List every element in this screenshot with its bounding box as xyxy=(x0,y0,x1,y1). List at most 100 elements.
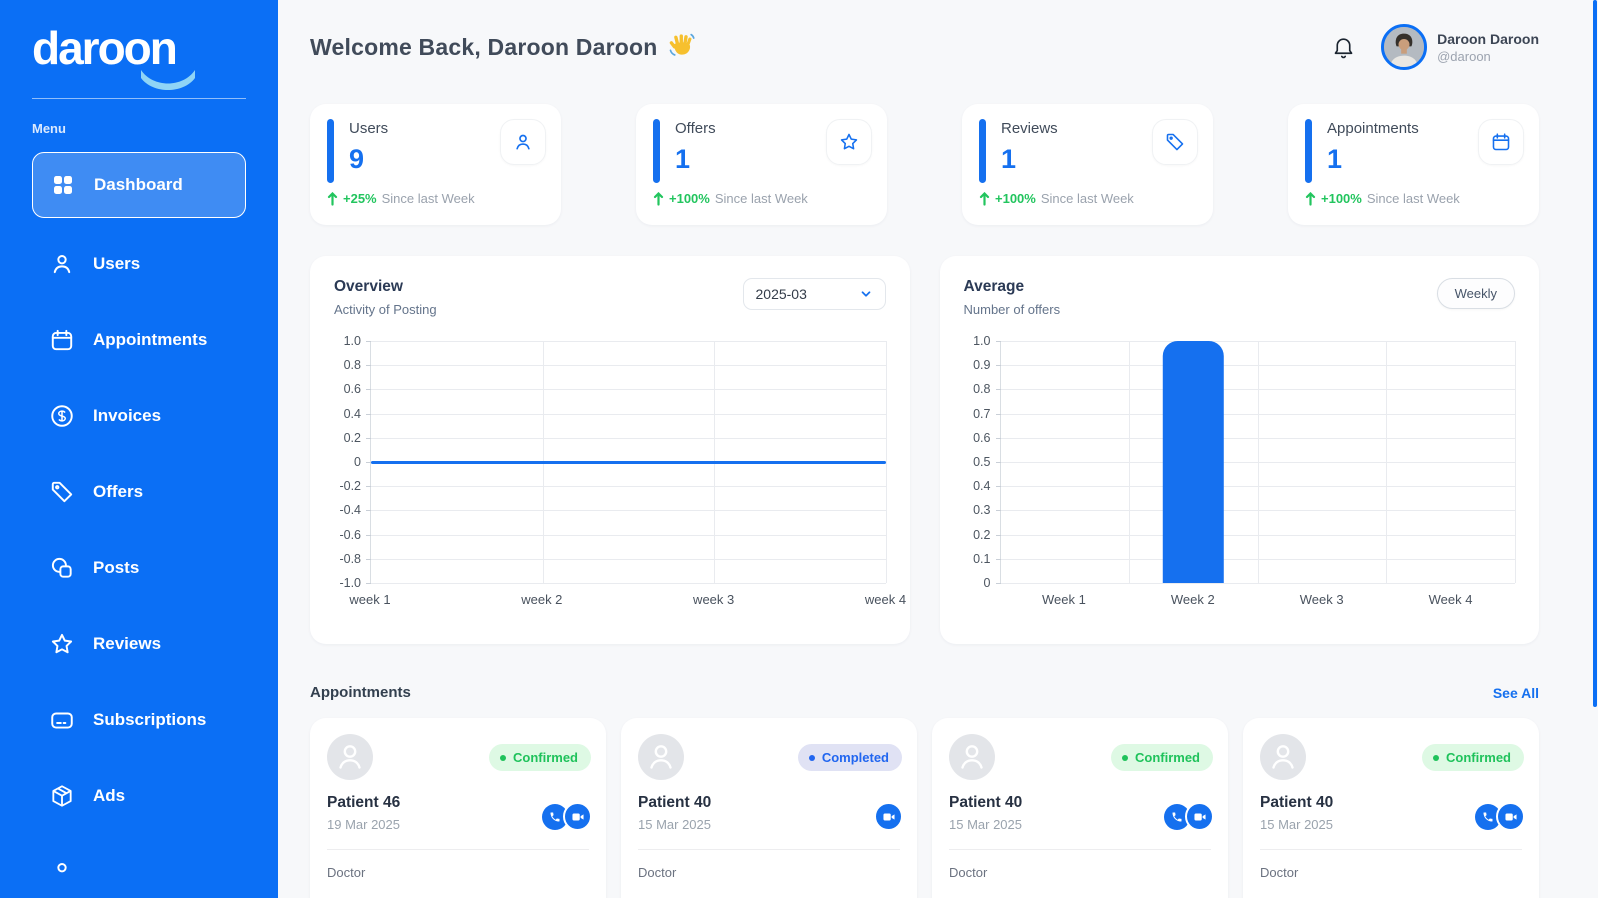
posts-copy-icon xyxy=(49,555,75,581)
y-tick-mark xyxy=(995,389,1001,391)
y-tick-mark xyxy=(366,510,371,512)
chart-subtitle: Activity of Posting xyxy=(334,302,437,317)
line-series-activity[interactable] xyxy=(371,460,886,464)
see-all-link[interactable]: See All xyxy=(1492,684,1539,701)
stat-card-reviews: Reviews 1 +100% Since last Week xyxy=(962,104,1213,225)
sidebar-item-users[interactable]: Users xyxy=(32,244,246,284)
package-icon xyxy=(49,783,75,809)
stat-card-appointments: Appointments 1 +100% Since last Week xyxy=(1288,104,1539,225)
v-gridline xyxy=(885,341,887,583)
card-divider xyxy=(327,849,589,850)
scrollbar[interactable] xyxy=(1593,0,1597,707)
patient-avatar xyxy=(949,734,995,780)
y-tick-label: 0 xyxy=(983,576,991,590)
video-call-button[interactable] xyxy=(1185,802,1214,831)
overview-chart-card: Overview Activity of Posting 2025-03 1.0… xyxy=(310,256,910,644)
video-call-button[interactable] xyxy=(563,802,592,831)
plot-area xyxy=(366,341,887,584)
appointments-title: Appointments xyxy=(310,684,411,701)
avatar xyxy=(1381,24,1428,70)
v-gridline xyxy=(1515,341,1516,583)
sidebar-item-dashboard[interactable]: Dashboard xyxy=(32,152,246,219)
sidebar-item-partial[interactable] xyxy=(32,852,246,892)
y-tick-label: 0.6 xyxy=(973,430,991,445)
profile-text: Daroon Daroon @daroon xyxy=(1437,31,1539,64)
stat-title: Offers xyxy=(675,120,716,137)
video-call-button[interactable] xyxy=(874,802,903,831)
month-select-dropdown[interactable]: 2025-03 xyxy=(742,278,886,310)
profile[interactable]: Daroon Daroon @daroon xyxy=(1381,24,1539,70)
h-gridline xyxy=(371,389,886,391)
h-gridline xyxy=(1000,583,1515,584)
v-gridline xyxy=(1257,341,1259,583)
chart-title: Overview xyxy=(334,278,403,295)
dashboard-grid-icon xyxy=(50,172,76,198)
sidebar-item-posts[interactable]: Posts xyxy=(32,548,246,588)
sidebar-item-reviews[interactable]: Reviews xyxy=(32,624,246,664)
trend-percent: +100% xyxy=(1321,191,1362,206)
status-dot-icon xyxy=(1433,754,1439,761)
trend-percent: +100% xyxy=(995,191,1036,206)
video-call-button[interactable] xyxy=(1496,802,1525,831)
y-tick-label: 0.2 xyxy=(343,430,361,445)
y-tick-label: -0.2 xyxy=(339,479,361,494)
appointment-card[interactable]: Confirmed Patient 40 15 Mar 2025 Doctor xyxy=(1243,718,1539,898)
star-icon xyxy=(826,119,872,165)
appointment-card[interactable]: Confirmed Patient 46 19 Mar 2025 Doctor xyxy=(310,718,606,898)
stat-trend: +100% Since last Week xyxy=(979,191,1196,206)
welcome-heading: Welcome Back, Daroon Daroon xyxy=(310,31,695,63)
x-tick-label: Week 4 xyxy=(1428,592,1473,607)
sidebar-divider xyxy=(32,98,246,100)
y-tick-label: 0.4 xyxy=(973,479,991,494)
status-badge: Confirmed xyxy=(1111,744,1213,771)
y-tick-mark xyxy=(366,437,371,439)
logo-text: daroon xyxy=(32,22,178,74)
h-gridline xyxy=(371,413,886,415)
y-tick-mark xyxy=(995,534,1001,536)
sidebar-item-ads[interactable]: Ads xyxy=(32,776,246,816)
average-chart-card: Average Number of offers Weekly 1.0 0.9 0.… xyxy=(939,256,1539,644)
sidebar-item-label: Posts xyxy=(93,558,140,578)
y-tick-label: 0.3 xyxy=(973,503,991,518)
stat-title: Appointments xyxy=(1327,120,1419,137)
v-gridline xyxy=(1386,341,1388,583)
sidebar-item-label: Users xyxy=(93,254,141,274)
trend-up-icon xyxy=(653,191,664,206)
notifications-bell-icon[interactable] xyxy=(1332,35,1355,60)
stat-title: Users xyxy=(349,120,389,137)
appointment-card[interactable]: Completed Patient 40 15 Mar 2025 Doctor xyxy=(621,718,917,898)
appointment-card[interactable]: Confirmed Patient 40 15 Mar 2025 Doctor xyxy=(932,718,1228,898)
h-gridline xyxy=(371,341,886,342)
stat-accent-bar xyxy=(979,119,986,183)
x-tick-label: week 3 xyxy=(693,592,735,607)
appointments-header: Appointments See All xyxy=(310,684,1539,701)
bar-week-2[interactable] xyxy=(1163,341,1224,583)
y-tick-mark xyxy=(995,365,1001,367)
call-actions xyxy=(542,802,592,831)
stat-value: 1 xyxy=(1327,144,1343,174)
y-tick-mark xyxy=(995,413,1001,415)
sidebar-item-appointments[interactable]: Appointments xyxy=(32,320,246,360)
trend-up-icon xyxy=(327,191,338,206)
trend-up-icon xyxy=(979,191,990,206)
user-zone: Daroon Daroon @daroon xyxy=(1332,24,1539,70)
y-tick-mark xyxy=(366,341,371,342)
y-tick-label: 1.0 xyxy=(973,334,991,348)
sidebar-item-subscriptions[interactable]: Subscriptions xyxy=(32,700,246,740)
patient-name: Patient 46 xyxy=(327,794,401,811)
y-tick-mark xyxy=(366,558,371,560)
overview-line-chart: 1.0 0.8 0.6 0.4 0.2 0 -0.2 -0.4 -0.6 -0.8 -1.0 wee… xyxy=(334,334,906,609)
y-tick-label: -1.0 xyxy=(339,576,361,590)
x-tick-label: week 4 xyxy=(864,592,907,607)
trend-percent: +25% xyxy=(343,191,377,206)
status-badge: Completed xyxy=(797,744,902,771)
h-gridline xyxy=(371,437,886,439)
stat-value: 1 xyxy=(675,144,691,174)
sidebar-item-invoices[interactable]: Invoices xyxy=(32,396,246,436)
sidebar-item-offers[interactable]: Offers xyxy=(32,472,246,512)
status-dot-icon xyxy=(500,754,506,761)
weekly-toggle-button[interactable]: Weekly xyxy=(1436,278,1515,309)
call-actions xyxy=(1164,802,1214,831)
x-tick-label: week 2 xyxy=(521,592,563,607)
y-tick-label: 0.8 xyxy=(973,382,991,397)
